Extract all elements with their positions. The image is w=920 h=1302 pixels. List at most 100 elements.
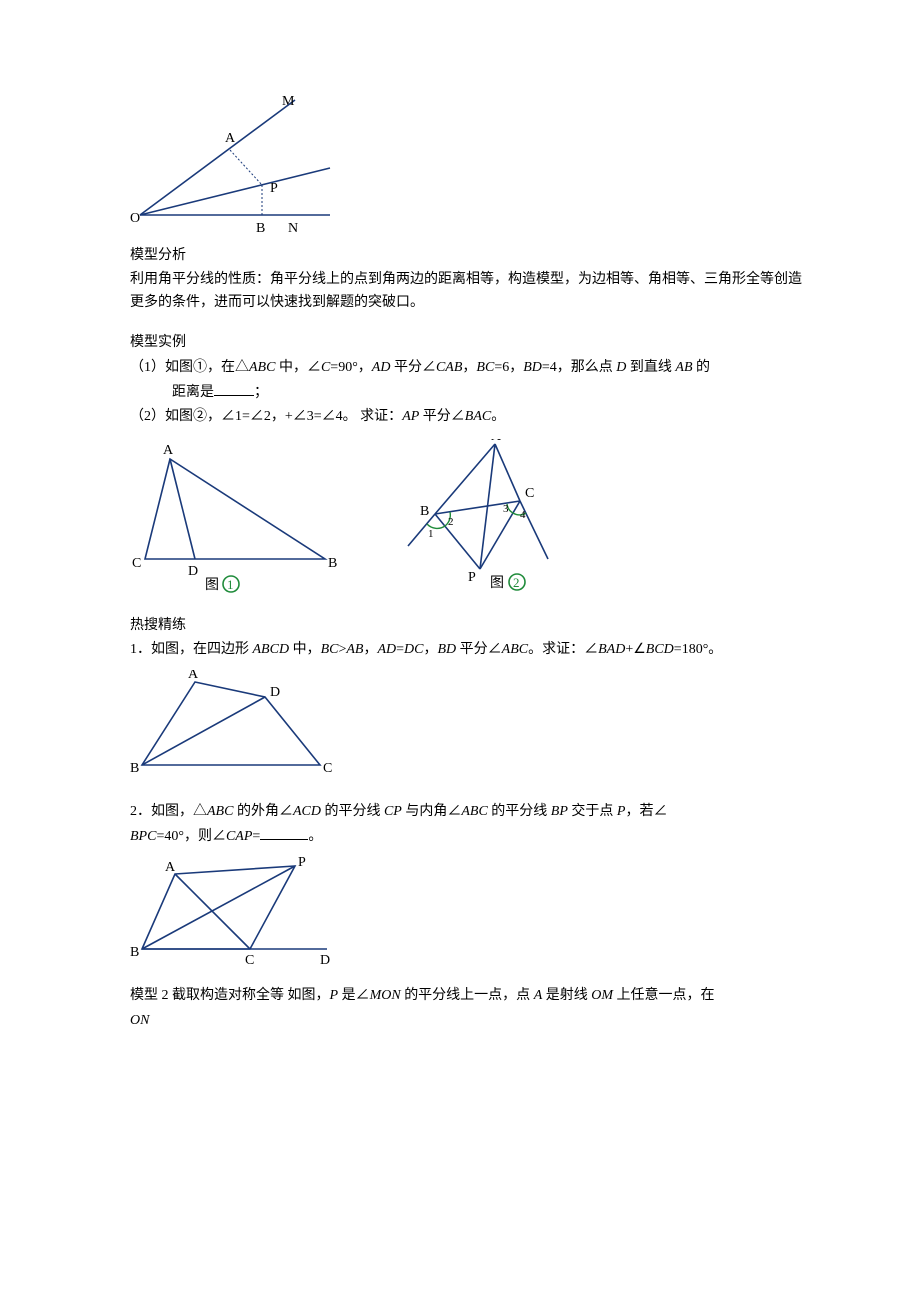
ang: 3 [503,503,509,515]
t: 是射线 [542,988,591,1003]
cap: 图 [490,576,504,591]
q2: 2．如图，△ABC 的外角∠ACD 的平分线 CP 与内角∠ABC 的平分线 B… [130,801,810,823]
t: 。 [308,829,322,844]
lbl-P: P [270,181,278,196]
t: ，若∠ [625,804,667,819]
t: C [321,360,330,375]
t: 的平分线 [488,804,551,819]
num: 2 [513,575,520,590]
t: BPC [130,829,156,844]
analysis-title: 模型分析 [130,245,810,267]
t: =90°， [330,360,372,375]
fig1-svg: A C D B 图 1 [130,439,340,599]
t: BP [551,804,568,819]
num: 1 [227,577,234,592]
t: 1．如图，在四边形 [130,642,253,657]
figure-4: A P B C D [130,854,810,969]
ang: 1 [428,528,434,540]
practice-title: 热搜精练 [130,615,810,637]
example-1-cont: 距离是 ； [130,381,810,404]
lbl-B: B [256,221,265,236]
t: BD [523,360,542,375]
t: =180°。 [674,642,723,657]
lbl: A [163,443,174,458]
t: = [396,642,404,657]
analysis-text: 利用角平分线的性质：角平分线上的点到角两边的距离相等，构造模型，为边相等、角相等… [130,269,810,314]
model2-cont: ON [130,1010,810,1032]
t: MON [370,988,401,1003]
t: ACD [293,804,321,819]
t: CP [384,804,402,819]
t: +∠ [625,642,645,657]
lbl: D [188,564,198,579]
t: 模型 2 截取构造对称全等 如图， [130,988,330,1003]
t: （1）如图①，在△ [130,360,249,375]
t: 的 [693,360,711,375]
lbl-O: O [130,211,140,226]
t: CAP [226,829,252,844]
lbl: C [525,486,534,501]
t: 中，∠ [275,360,321,375]
t: BCD [646,642,674,657]
t: =6， [494,360,523,375]
blank-1 [214,381,254,396]
t: BAC [465,409,491,424]
t: ABC [502,642,528,657]
fig3-svg: A D B C [130,670,340,785]
fig4-svg: A P B C D [130,854,340,969]
t: BC [476,360,494,375]
t: BC [321,642,339,657]
t: AB [346,642,363,657]
t: DC [404,642,423,657]
fig2-svg: 1 2 3 4 A B C P 图 2 [380,439,590,599]
t: ABCD [253,642,290,657]
t: 中， [289,642,321,657]
t: ， [363,642,377,657]
lbl: D [320,953,330,968]
t: ABC [249,360,275,375]
model2: 模型 2 截取构造对称全等 如图，P 是∠MON 的平分线上一点，点 A 是射线… [130,985,810,1007]
cap: 图 [205,578,219,593]
t: （2）如图②，∠1=∠2，+∠3=∠4。 求证： [130,409,402,424]
t: ABC [207,804,233,819]
t: 的外角∠ [233,804,293,819]
t: 。求证：∠ [528,642,598,657]
t: ， [462,360,476,375]
t: AD [377,642,396,657]
t: D [616,360,626,375]
t: CAB [436,360,462,375]
lbl: B [130,761,139,776]
t: 平分∠ [390,360,436,375]
lbl: A [188,670,199,682]
t: 平分∠ [456,642,502,657]
t: BAD [598,642,625,657]
lbl: C [132,556,141,571]
example-2: （2）如图②，∠1=∠2，+∠3=∠4。 求证：AP 平分∠BAC。 [130,406,810,428]
lbl-A: A [225,131,236,146]
t: 距离是 [172,385,214,400]
lbl: P [468,570,476,585]
q1: 1．如图，在四边形 ABCD 中，BC>AB，AD=DC，BD 平分∠ABC。求… [130,639,810,661]
lbl: B [328,556,337,571]
t: A [534,988,543,1003]
figures-1-2: A C D B 图 1 1 2 3 4 A B C [130,439,810,599]
t: AD [372,360,391,375]
t: 上任意一点，在 [613,988,715,1003]
t: 到直线 [626,360,675,375]
t: 交于点 [568,804,617,819]
t: BD [438,642,457,657]
t: ， [424,642,438,657]
lbl-M: M [282,94,295,109]
t: ； [254,385,268,400]
t: 的平分线 [321,804,384,819]
ang: 2 [448,516,454,528]
lbl: B [420,504,429,519]
t: 。 [491,409,505,424]
lbl: A [491,439,502,444]
fig0-svg: O M A P B N [130,90,340,245]
blank-2 [260,825,308,840]
t: OM [591,988,613,1003]
t: ABC [461,804,487,819]
examples-title: 模型实例 [130,332,810,354]
figure-3: A D B C [130,670,810,785]
